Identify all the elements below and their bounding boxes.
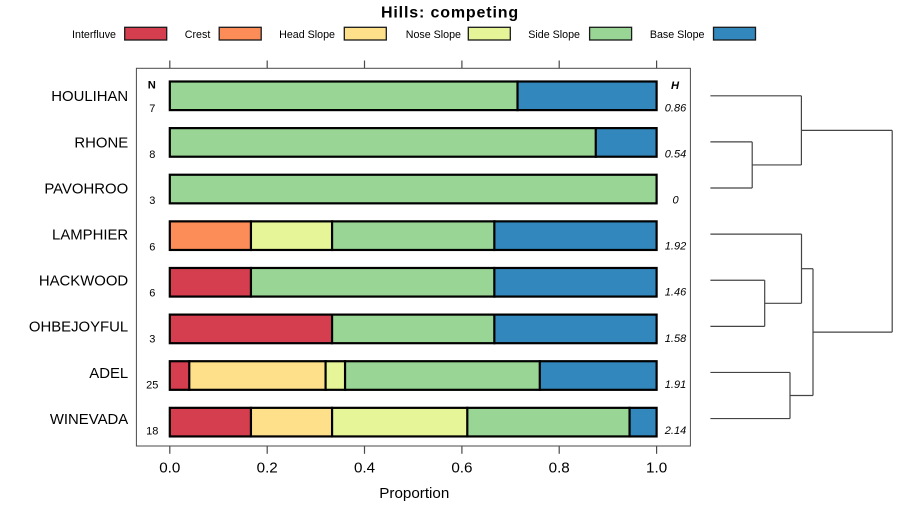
svg-text:ADEL: ADEL bbox=[89, 366, 128, 382]
svg-text:1.46: 1.46 bbox=[665, 287, 687, 299]
svg-text:1.0: 1.0 bbox=[646, 459, 667, 476]
svg-text:2.14: 2.14 bbox=[664, 425, 686, 437]
svg-text:8: 8 bbox=[149, 149, 155, 161]
svg-text:Crest: Crest bbox=[185, 29, 211, 41]
svg-text:1.58: 1.58 bbox=[665, 333, 687, 345]
svg-text:0.8: 0.8 bbox=[549, 459, 570, 476]
svg-text:Head Slope: Head Slope bbox=[279, 29, 335, 41]
svg-text:OHBEJOYFUL: OHBEJOYFUL bbox=[29, 320, 128, 336]
svg-text:H: H bbox=[671, 80, 680, 92]
svg-text:25: 25 bbox=[146, 380, 158, 392]
svg-text:HACKWOOD: HACKWOOD bbox=[39, 274, 129, 290]
svg-text:0.54: 0.54 bbox=[665, 148, 686, 160]
svg-text:0.2: 0.2 bbox=[257, 459, 278, 476]
svg-text:N: N bbox=[148, 80, 156, 92]
svg-text:0.86: 0.86 bbox=[665, 102, 687, 114]
svg-text:WINEVADA: WINEVADA bbox=[50, 412, 128, 428]
svg-text:Base Slope: Base Slope bbox=[650, 29, 705, 41]
svg-text:Hills: competing: Hills: competing bbox=[381, 5, 519, 22]
svg-text:1.92: 1.92 bbox=[665, 241, 686, 253]
svg-text:7: 7 bbox=[149, 103, 155, 115]
svg-text:0: 0 bbox=[672, 195, 679, 207]
svg-text:0.6: 0.6 bbox=[451, 459, 472, 476]
svg-text:Side Slope: Side Slope bbox=[528, 29, 580, 41]
svg-text:Interfluve: Interfluve bbox=[72, 29, 116, 41]
svg-text:0.4: 0.4 bbox=[354, 459, 375, 476]
svg-text:6: 6 bbox=[149, 241, 155, 253]
svg-text:6: 6 bbox=[149, 287, 155, 299]
svg-text:HOULIHAN: HOULIHAN bbox=[51, 89, 128, 105]
svg-text:3: 3 bbox=[149, 334, 155, 346]
svg-text:3: 3 bbox=[149, 195, 155, 207]
svg-text:18: 18 bbox=[146, 426, 158, 438]
svg-text:LAMPHIER: LAMPHIER bbox=[52, 228, 128, 244]
svg-text:PAVOHROO: PAVOHROO bbox=[44, 181, 128, 197]
svg-text:RHONE: RHONE bbox=[74, 135, 128, 151]
svg-text:Proportion: Proportion bbox=[379, 485, 449, 502]
svg-text:0.0: 0.0 bbox=[159, 459, 180, 476]
svg-text:Nose Slope: Nose Slope bbox=[406, 29, 461, 41]
svg-text:1.91: 1.91 bbox=[665, 379, 686, 391]
